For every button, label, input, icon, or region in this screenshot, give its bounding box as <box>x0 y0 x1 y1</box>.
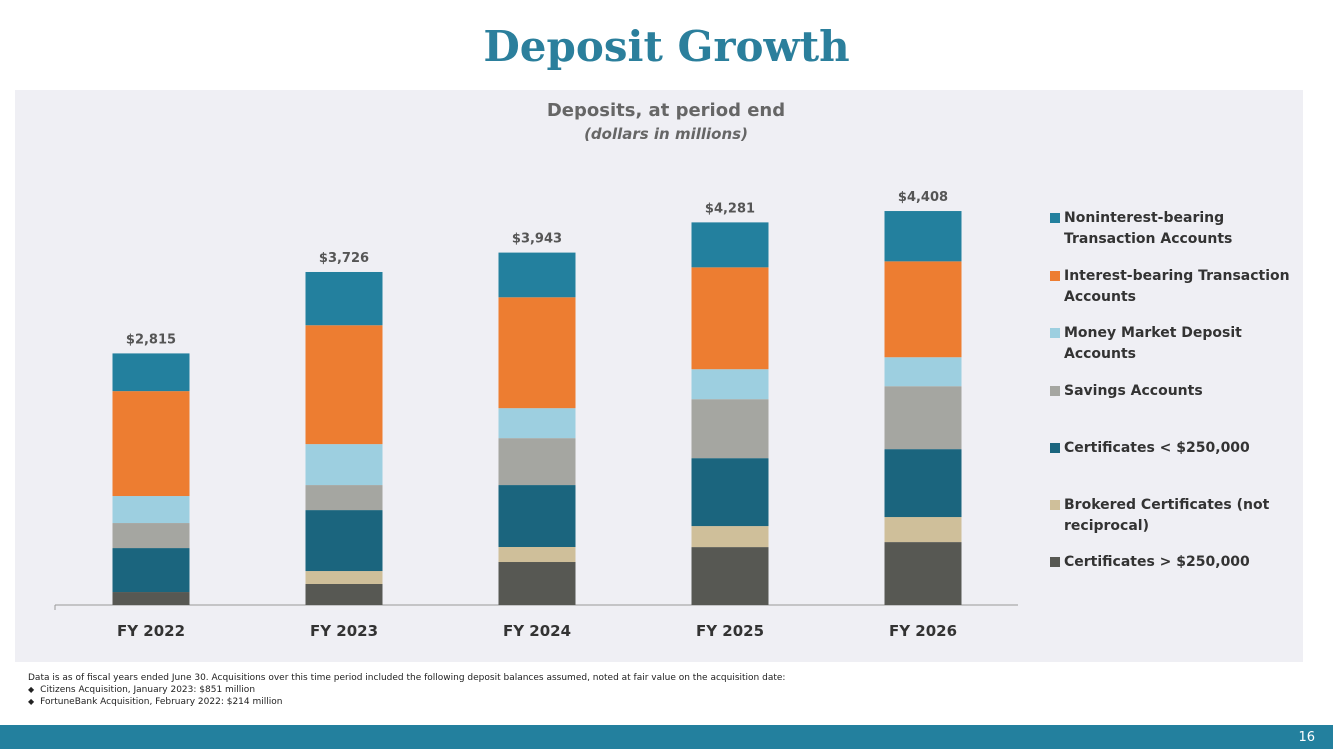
bar-segment <box>884 211 962 262</box>
legend-item: Certificates < $250,000 <box>1050 438 1314 459</box>
bar-segment <box>112 523 190 549</box>
bar-segment <box>112 391 190 497</box>
x-tick-label: FY 2024 <box>503 622 571 640</box>
x-tick-label: FY 2025 <box>696 622 764 640</box>
legend-item: Savings Accounts <box>1050 381 1314 402</box>
bar-segment <box>884 386 962 450</box>
bar-segment <box>498 438 576 486</box>
legend-label: Brokered Certificates (not reciprocal) <box>1064 497 1270 534</box>
bar-segment <box>691 222 769 268</box>
bar-segment <box>691 458 769 527</box>
page-number: 16 <box>1298 730 1315 745</box>
legend-swatch <box>1050 271 1060 281</box>
bar-segment <box>691 369 769 400</box>
bar-segment <box>305 571 383 584</box>
legend-label: Noninterest-bearing Transaction Accounts <box>1064 210 1233 247</box>
legend-item: Certificates > $250,000 <box>1050 552 1314 573</box>
x-tick-label: FY 2023 <box>310 622 378 640</box>
bar-segment <box>691 547 769 605</box>
bar-segment <box>498 546 576 563</box>
total-label: $2,815 <box>126 332 176 347</box>
bar-segment <box>305 271 383 326</box>
legend-item: Brokered Certificates (not reciprocal) <box>1050 495 1314 537</box>
footnote: Data is as of fiscal years ended June 30… <box>28 672 785 708</box>
total-label: $3,726 <box>319 251 369 266</box>
bar-segment <box>498 252 576 298</box>
bar-segment <box>112 353 190 392</box>
legend-label: Money Market Deposit Accounts <box>1064 325 1242 362</box>
x-tick-label: FY 2022 <box>117 622 185 640</box>
footnote-text: Data is as of fiscal years ended June 30… <box>28 673 786 683</box>
bar-segment <box>305 510 383 572</box>
bar-segment <box>498 485 576 547</box>
bar-segment <box>884 261 962 358</box>
bar-segment <box>305 485 383 511</box>
bar-segment <box>112 592 190 605</box>
chart-subtitle: (dollars in millions) <box>584 125 748 143</box>
bar-segment <box>691 526 769 548</box>
chart-title: Deposits, at period end <box>547 100 785 121</box>
bar-segment <box>884 517 962 543</box>
x-tick-label: FY 2026 <box>889 622 957 640</box>
footnote-item: FortuneBank Acquisition, February 2022: … <box>28 696 785 708</box>
bar-segment <box>884 357 962 387</box>
bar-segment <box>498 408 576 439</box>
bar-segment <box>305 583 383 605</box>
legend-swatch <box>1050 557 1060 567</box>
legend-label: Certificates > $250,000 <box>1064 554 1250 570</box>
bar-segment <box>112 548 190 593</box>
footnote-item: Citizens Acquisition, January 2023: $851… <box>28 684 785 696</box>
bar-segment <box>691 267 769 370</box>
legend-label: Certificates < $250,000 <box>1064 440 1250 456</box>
total-label: $3,943 <box>512 232 562 247</box>
legend-swatch <box>1050 213 1060 223</box>
bar-segment <box>691 399 769 459</box>
bar-segment <box>884 542 962 605</box>
legend-swatch <box>1050 386 1060 396</box>
legend-swatch <box>1050 500 1060 510</box>
bar-segment <box>498 297 576 409</box>
bar-segment <box>884 449 962 518</box>
bar-segment <box>112 496 190 524</box>
legend-item: Money Market Deposit Accounts <box>1050 323 1314 365</box>
legend-swatch <box>1050 328 1060 338</box>
legend-item: Interest-bearing Transaction Accounts <box>1050 266 1314 308</box>
chart-panel <box>15 90 1303 662</box>
footer-bar: 16 <box>0 725 1333 749</box>
bar-segment <box>305 444 383 486</box>
total-label: $4,408 <box>898 190 948 205</box>
legend-swatch <box>1050 443 1060 453</box>
total-label: $4,281 <box>705 201 755 216</box>
bar-segment <box>305 325 383 445</box>
legend-item: Noninterest-bearing Transaction Accounts <box>1050 208 1314 250</box>
bar-segment <box>498 562 576 605</box>
legend-label: Savings Accounts <box>1064 383 1203 399</box>
legend-label: Interest-bearing Transaction Accounts <box>1064 268 1290 305</box>
page-title: Deposit Growth <box>483 22 850 71</box>
